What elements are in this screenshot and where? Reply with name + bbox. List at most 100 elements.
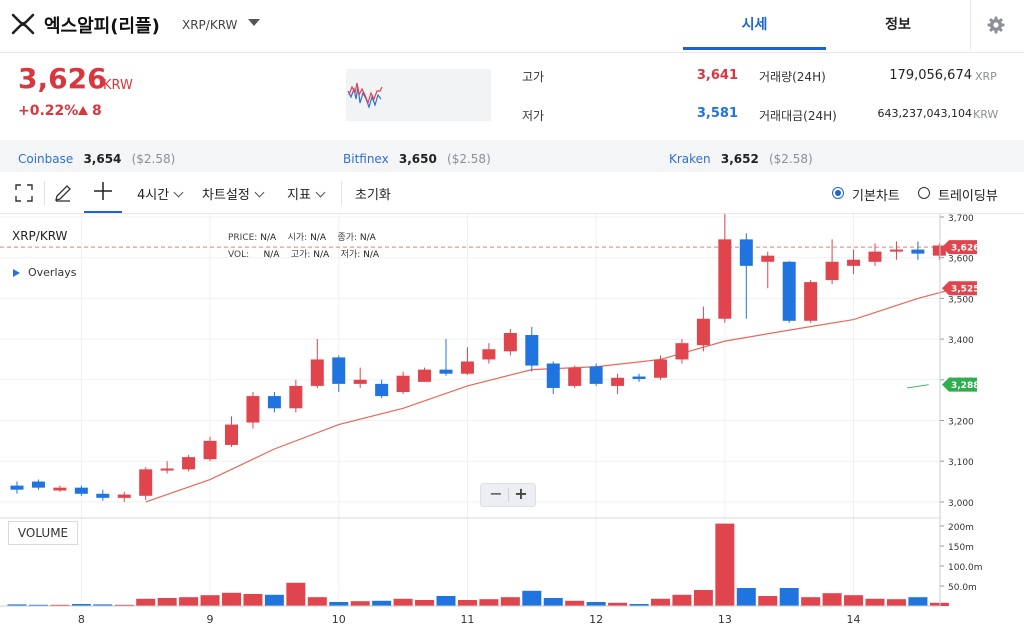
volume-bar — [114, 604, 134, 606]
tradingview-radio[interactable]: 트레이딩뷰 — [918, 185, 1013, 204]
vol-tick-label: 100.0m — [948, 563, 983, 573]
indicators-dropdown[interactable]: 지표 — [287, 184, 326, 203]
expand-triangle-icon[interactable] — [13, 269, 20, 277]
pencil-icon[interactable] — [53, 183, 73, 203]
volume-24h-value: 179,056,674 — [889, 68, 972, 83]
candle-body — [889, 249, 903, 252]
coin-name[interactable]: 엑스알피(리플) — [44, 16, 160, 37]
candle-body — [825, 261, 839, 281]
chevron-down-icon — [173, 187, 184, 198]
x-tick-label: 11 — [460, 613, 474, 626]
candle-body — [117, 494, 131, 498]
y-tick-label: 3,000 — [948, 499, 974, 509]
candle-body — [375, 383, 389, 397]
tab-info[interactable]: 정보 — [885, 17, 911, 33]
change-amount: 8 — [92, 103, 102, 119]
candle-body — [460, 361, 474, 374]
volume-pane-label: VOLUME — [8, 521, 78, 545]
volume-bar — [157, 598, 177, 606]
vol-tick-label: 150m — [948, 543, 974, 553]
tradingview-label: 트레이딩뷰 — [938, 189, 998, 204]
reset-button[interactable]: 초기화 — [355, 188, 391, 203]
volume-bar — [7, 604, 27, 606]
coin-pair[interactable]: XRP/KRW — [182, 18, 238, 32]
x-tick-label: 14 — [847, 613, 861, 626]
zoom-divider — [508, 488, 509, 502]
vol-tick-label: 200m — [948, 523, 974, 533]
basic-chart-radio[interactable]: 기본차트 — [832, 185, 912, 204]
volume-bar — [264, 594, 284, 606]
candle-body — [139, 469, 153, 496]
toolbar-divider — [341, 181, 342, 205]
chevron-down-icon — [315, 187, 326, 198]
candle-body — [546, 363, 560, 388]
volume-bar — [200, 595, 220, 606]
legend-low-label: 저가: — [340, 250, 361, 260]
zoom-out-icon[interactable]: − — [489, 484, 503, 503]
candle-body — [353, 379, 367, 384]
tab-quote[interactable]: 시세 — [683, 0, 826, 50]
candle-body — [718, 239, 732, 319]
price-tag — [942, 281, 977, 296]
volume-bar — [329, 602, 349, 606]
high-label: 고가 — [522, 70, 545, 84]
volume-bars — [7, 523, 949, 606]
radio-unselected-icon — [918, 187, 930, 199]
price-chart[interactable]: 3,7003,6003,5003,4003,3003,2003,1003,000… — [0, 214, 1024, 637]
x-tick-label: 8 — [78, 613, 85, 626]
interval-dropdown[interactable]: 4시간 — [137, 184, 184, 203]
candle-body — [74, 487, 88, 494]
zoom-in-icon[interactable]: + — [514, 484, 528, 503]
exchange-bitfinex[interactable]: Bitfinex 3,650 ($2.58) — [343, 148, 491, 167]
volume-bar — [801, 597, 821, 606]
y-tick-label: 3,100 — [948, 458, 974, 468]
ma-line — [145, 286, 961, 503]
candle-body — [225, 424, 238, 445]
vol-tick-label: 50.0m — [948, 583, 977, 593]
volume-bar — [479, 599, 499, 606]
volume-bar — [50, 604, 70, 606]
chart-toolbar: 4시간 차트설정 지표 초기화 기본차트 트레이딩뷰 — [0, 173, 1024, 214]
volume-bar — [672, 594, 692, 606]
legend-close-label: 종가: — [337, 233, 358, 243]
overlays-toggle[interactable]: Overlays — [28, 266, 77, 279]
crosshair-tool-button[interactable] — [84, 173, 122, 213]
candle-body — [439, 369, 453, 374]
zoom-control: − + — [480, 483, 536, 507]
x-tick-label: 13 — [718, 613, 732, 626]
exchange-kraken[interactable]: Kraken 3,652 ($2.58) — [669, 148, 813, 167]
candle-body — [589, 366, 603, 384]
exchange-name: Coinbase — [18, 152, 74, 166]
exchange-coinbase[interactable]: Coinbase 3,654 ($2.58) — [18, 148, 175, 167]
price-tag — [942, 377, 977, 392]
price-tag-label: 3,626 — [951, 244, 979, 254]
volume-bar — [350, 601, 370, 606]
current-price-unit: KRW — [103, 78, 133, 93]
toolbar-divider — [44, 181, 45, 205]
legend-vol-label: VOL: — [228, 250, 250, 260]
candle-body — [482, 349, 496, 360]
radio-selected-icon — [832, 187, 844, 199]
settings-button[interactable] — [970, 0, 1023, 50]
exchange-usd: ($2.58) — [447, 152, 491, 166]
candle-body — [654, 359, 667, 378]
candle-body — [782, 261, 796, 321]
legend-price-label: PRICE: — [228, 233, 258, 243]
exchange-usd: ($2.58) — [131, 152, 176, 166]
candle-body — [739, 239, 753, 266]
volume-bar — [457, 600, 477, 606]
up-triangle-icon — [78, 106, 88, 115]
legend-high: N/A — [313, 250, 330, 260]
candle-body — [525, 335, 539, 366]
candle-body — [267, 396, 281, 409]
volume-bar — [393, 598, 413, 606]
chart-pair-label: XRP/KRW — [12, 229, 68, 243]
price-tag — [942, 240, 977, 255]
coin-select-caret-icon[interactable] — [248, 19, 260, 26]
fullscreen-icon[interactable] — [15, 184, 33, 202]
y-tick-label: 3,700 — [948, 214, 974, 224]
chart-settings-dropdown[interactable]: 차트설정 — [202, 184, 265, 203]
exchange-name: Kraken — [669, 152, 711, 166]
volume-bar — [543, 598, 563, 606]
volume-bar — [436, 596, 456, 606]
